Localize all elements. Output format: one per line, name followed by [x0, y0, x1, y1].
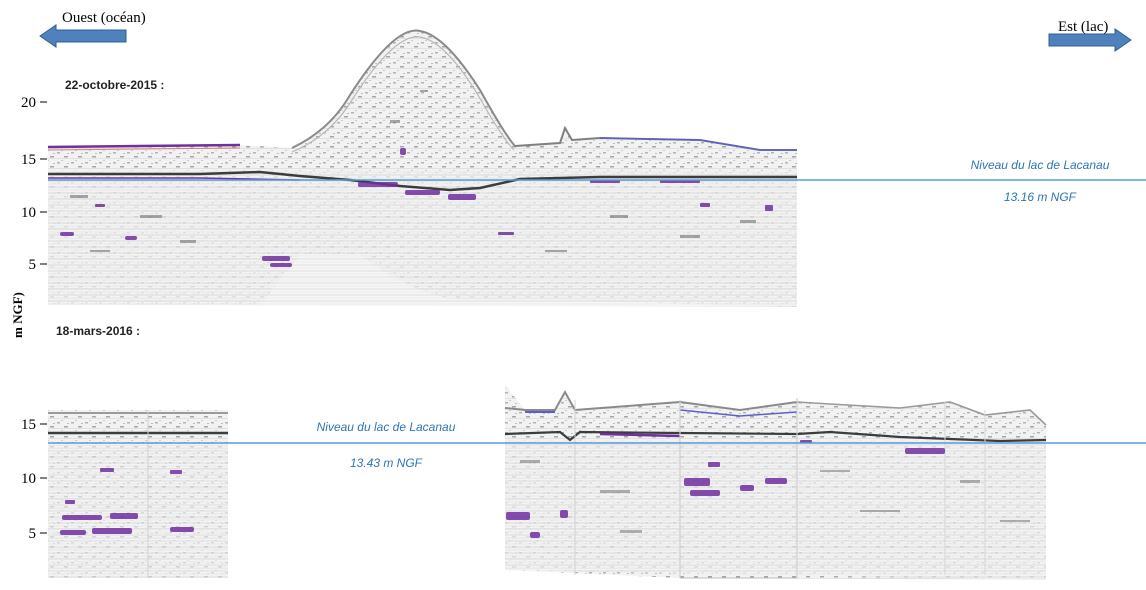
panel-date-label: 18-mars-2016 :	[56, 324, 140, 338]
east-direction-label: Est (lac)	[1058, 19, 1108, 35]
arrow-right-icon	[1048, 28, 1132, 52]
y-ticks: 15 10 5	[21, 417, 47, 542]
radargram-profile-2015	[47, 29, 797, 308]
y-tick-label: 5	[29, 526, 37, 542]
y-tick-label: 20	[21, 95, 36, 111]
y-tick-label: 15	[21, 417, 36, 433]
lake-level-value: 13.43 m NGF	[350, 456, 423, 470]
panel-date-label: 22-octobre-2015 :	[65, 78, 164, 92]
y-axis-label: m NGF)	[10, 292, 25, 338]
radargram-segment-right	[504, 385, 1047, 580]
y-tick-label: 10	[21, 205, 36, 221]
lake-level-label: Niveau du lac de Lacanau	[317, 420, 456, 434]
panel-2015: 22-octobre-2015 : 20 15 10 5	[21, 29, 1146, 308]
west-arrow	[39, 24, 127, 48]
east-arrow	[1048, 28, 1132, 52]
panel-2016: 18-mars-2016 : 15 10 5	[21, 324, 1146, 580]
y-tick-label: 10	[21, 471, 36, 487]
lake-level-value: 13.16 m NGF	[1004, 190, 1077, 204]
y-ticks: 20 15 10 5	[21, 95, 47, 273]
y-tick-label: 5	[29, 257, 37, 273]
lake-level-label: Niveau du lac de Lacanau	[971, 158, 1110, 172]
y-tick-label: 15	[21, 152, 36, 168]
radargram-segment-left	[48, 410, 228, 578]
west-direction-label: Ouest (océan)	[62, 10, 146, 26]
arrow-left-icon	[39, 24, 127, 48]
